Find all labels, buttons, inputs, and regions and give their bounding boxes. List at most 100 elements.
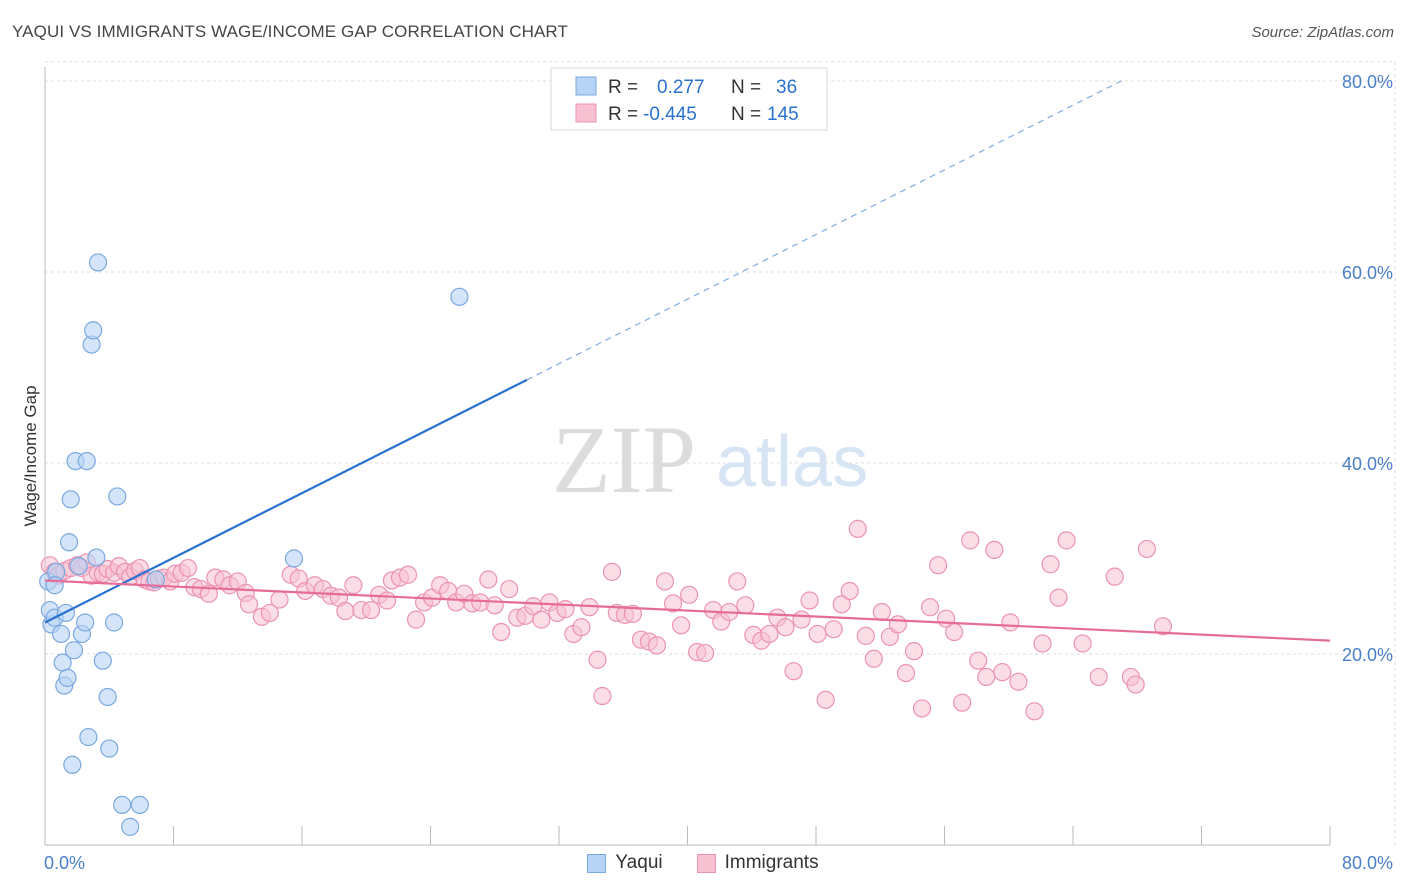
yaqui-point xyxy=(79,727,98,747)
immigrants-point xyxy=(945,622,964,642)
legend-r-label: R = xyxy=(608,104,638,125)
legend-swatch-yaqui xyxy=(587,853,607,873)
immigrants-point xyxy=(1137,539,1156,559)
immigrants-point xyxy=(985,540,1004,560)
legend-item-yaqui[interactable]: Yaqui xyxy=(587,852,663,874)
immigrants-point xyxy=(572,618,591,637)
immigrants-point xyxy=(904,642,924,661)
yaqui-point xyxy=(146,570,165,589)
source-label: Source: ZipAtlas.com xyxy=(1251,24,1394,41)
immigrants-point xyxy=(398,565,418,584)
immigrants-point xyxy=(824,620,843,639)
immigrants-point xyxy=(602,562,622,581)
immigrants-points xyxy=(40,519,1173,721)
y-tick-label: 20.0% xyxy=(1342,645,1393,665)
immigrants-point xyxy=(336,601,355,621)
immigrants-point xyxy=(178,558,198,578)
immigrants-point xyxy=(378,591,397,610)
immigrants-point xyxy=(663,594,683,613)
immigrants-point xyxy=(961,531,980,550)
immigrants-point xyxy=(199,584,218,603)
trend-lines xyxy=(44,80,1331,642)
immigrants-point xyxy=(856,626,875,645)
tick-labels: 20.0% 40.0% 60.0% 80.0% 0.0% 80.0% xyxy=(44,72,1393,873)
immigrants-point xyxy=(896,663,916,683)
legend-swatch-yaqui xyxy=(575,76,597,96)
legend-label-immigrants: Immigrants xyxy=(724,852,819,873)
yaqui-point xyxy=(69,557,88,576)
yaqui-point xyxy=(112,795,132,814)
immigrants-point xyxy=(406,610,426,629)
yaqui-point xyxy=(284,549,304,568)
legend-r-label: R = xyxy=(608,77,638,98)
immigrants-point xyxy=(888,615,908,634)
yaqui-point xyxy=(64,641,84,660)
yaqui-point xyxy=(63,755,82,774)
immigrants-point xyxy=(1025,702,1044,721)
immigrants-point xyxy=(872,602,891,622)
chart-title: YAQUI VS IMMIGRANTS WAGE/INCOME GAP CORR… xyxy=(12,22,568,41)
yaqui-point xyxy=(58,668,77,687)
immigrants-point xyxy=(816,690,835,709)
immigrants-point xyxy=(920,598,940,617)
bottom-legend: Yaqui Immigrants xyxy=(0,852,1406,874)
legend-n-label: N = xyxy=(731,104,761,125)
watermark-atlas: atlas xyxy=(716,422,868,502)
watermark-zip: ZIP xyxy=(552,406,696,513)
immigrants-point xyxy=(532,610,551,629)
immigrants-point xyxy=(969,651,988,670)
axes xyxy=(44,67,1331,846)
x-tick-label: 80.0% xyxy=(1342,853,1393,873)
immigrants-point xyxy=(840,581,859,601)
y-tick-label: 60.0% xyxy=(1342,263,1393,283)
immigrants-point xyxy=(1001,613,1020,632)
immigrants-point xyxy=(1105,567,1124,586)
immigrants-point xyxy=(500,579,519,599)
immigrants-point xyxy=(800,591,819,610)
immigrants-point xyxy=(361,600,381,620)
immigrants-point xyxy=(776,618,795,637)
immigrants-point xyxy=(680,585,699,604)
immigrants-point xyxy=(864,649,883,668)
immigrants-point xyxy=(270,590,289,609)
immigrants-point xyxy=(556,600,575,619)
yaqui-trend-line xyxy=(44,378,528,624)
yaqui-point xyxy=(121,817,140,836)
immigrants-point xyxy=(1057,531,1076,550)
immigrants-point xyxy=(1009,672,1028,691)
y-axis-label: Wage/Income Gap xyxy=(21,385,40,526)
yaqui-trend-extension xyxy=(526,80,1122,381)
watermark: ZIP atlas xyxy=(552,406,868,513)
immigrants-point xyxy=(1153,617,1173,636)
yaqui-point xyxy=(76,613,95,632)
legend-item-immigrants[interactable]: Immigrants xyxy=(696,852,819,874)
yaqui-point xyxy=(87,548,106,567)
immigrants-point xyxy=(239,595,259,614)
top-legend: R = 0.277 N = 36 R = -0.445 N = 145 xyxy=(550,67,828,131)
yaqui-point xyxy=(59,533,79,552)
legend-swatch-immigrants xyxy=(696,853,716,873)
y-tick-label: 80.0% xyxy=(1342,72,1393,92)
immigrants-point xyxy=(671,616,691,635)
yaqui-point xyxy=(100,739,119,758)
yaqui-point xyxy=(84,321,103,340)
immigrants-point xyxy=(792,610,811,629)
immigrants-point xyxy=(953,693,972,712)
immigrants-point xyxy=(655,572,675,591)
immigrants-point xyxy=(623,604,642,623)
immigrants-point xyxy=(848,519,867,538)
immigrants-point xyxy=(728,572,747,591)
immigrants-point xyxy=(1073,634,1092,653)
yaqui-point xyxy=(45,576,64,595)
yaqui-point xyxy=(108,487,127,506)
immigrants-point xyxy=(344,576,363,595)
legend-n-value: 36 xyxy=(776,77,797,98)
immigrants-point xyxy=(492,622,511,642)
y-tick-label: 40.0% xyxy=(1342,454,1393,474)
legend-n-label: N = xyxy=(731,77,761,98)
immigrants-point xyxy=(993,663,1012,682)
immigrants-point xyxy=(1089,667,1108,687)
yaqui-point xyxy=(98,687,117,707)
immigrants-point xyxy=(977,667,996,687)
immigrants-point xyxy=(1041,555,1060,574)
